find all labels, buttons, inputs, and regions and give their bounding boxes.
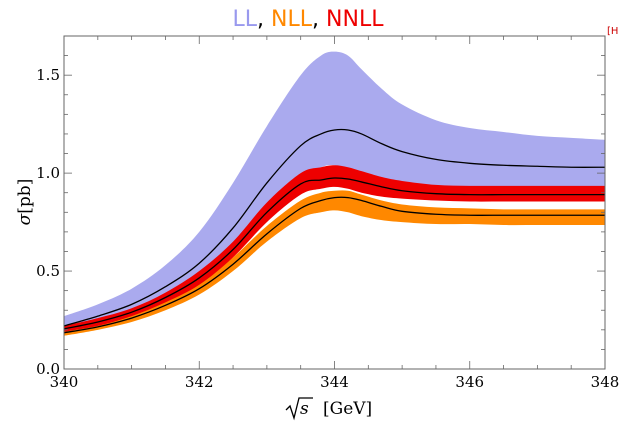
central-curves [63,128,606,334]
central-line-nnll [63,177,605,330]
x-tick-label: 348 [591,373,620,391]
y-tick-labels: 0.0 0.5 1.0 1.5 [36,66,60,378]
title-part-2: NLL [271,7,313,32]
x-tick-label: 344 [320,373,349,391]
x-tick-label: 346 [455,373,484,391]
y-tick-label: 0.0 [36,360,60,378]
chart-title: LL, NLL, NNLL [233,7,385,32]
axis-ticks [63,35,606,370]
x-tick-label: 340 [50,373,79,391]
band-nll [64,190,605,336]
sqrt-sign-icon [285,397,313,421]
title-part-1: , [257,7,271,32]
x-tick-label: 342 [185,373,214,391]
corner-reference: [H [607,26,618,37]
band-ll [64,51,605,332]
title-part-3: , [312,7,326,32]
central-line-ll [63,128,606,327]
y-tick-label: 0.5 [36,262,60,280]
band-nnll [64,165,605,332]
title-part-0: LL [233,7,258,32]
y-axis-label: σ[pb] [15,179,35,226]
title-part-4: NNLL [326,7,384,32]
x-axis-label-unit: [GeV] [323,399,372,419]
y-tick-label: 1.5 [36,66,60,84]
x-axis-label: s [GeV] [285,397,372,421]
uncertainty-bands [64,51,605,336]
y-tick-label: 1.0 [36,164,60,182]
y-axis-label-unit: [pb] [15,179,35,214]
x-tick-labels: 340 342 344 346 348 [50,373,620,391]
y-axis-label-symbol: σ [15,213,35,225]
central-line-nll [63,196,605,334]
x-axis-label-symbol: s [300,399,309,419]
